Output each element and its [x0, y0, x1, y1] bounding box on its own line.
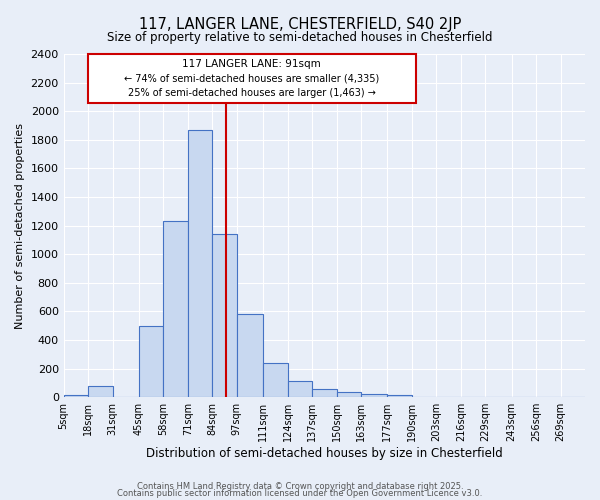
- Bar: [361, 394, 388, 397]
- Text: 117, LANGER LANE, CHESTERFIELD, S40 2JP: 117, LANGER LANE, CHESTERFIELD, S40 2JP: [139, 18, 461, 32]
- Bar: [388, 395, 412, 397]
- Y-axis label: Number of semi-detached properties: Number of semi-detached properties: [15, 122, 25, 328]
- Text: Size of property relative to semi-detached houses in Chesterfield: Size of property relative to semi-detach…: [107, 31, 493, 44]
- X-axis label: Distribution of semi-detached houses by size in Chesterfield: Distribution of semi-detached houses by …: [146, 447, 503, 460]
- Text: Contains HM Land Registry data © Crown copyright and database right 2025.: Contains HM Land Registry data © Crown c…: [137, 482, 463, 491]
- Bar: [263, 363, 287, 397]
- Bar: [337, 392, 361, 397]
- Bar: [163, 222, 188, 397]
- Text: ← 74% of semi-detached houses are smaller (4,335): ← 74% of semi-detached houses are smalle…: [124, 74, 379, 84]
- Bar: [188, 130, 212, 397]
- Bar: [287, 382, 312, 397]
- Bar: [88, 386, 113, 397]
- Bar: [139, 326, 163, 397]
- Bar: [312, 388, 337, 397]
- Text: 25% of semi-detached houses are larger (1,463) →: 25% of semi-detached houses are larger (…: [128, 88, 376, 98]
- Bar: [64, 395, 88, 397]
- Text: Contains public sector information licensed under the Open Government Licence v3: Contains public sector information licen…: [118, 488, 482, 498]
- Text: 117 LANGER LANE: 91sqm: 117 LANGER LANE: 91sqm: [182, 59, 321, 69]
- Bar: [237, 314, 263, 397]
- Bar: [212, 234, 237, 397]
- FancyBboxPatch shape: [88, 54, 416, 104]
